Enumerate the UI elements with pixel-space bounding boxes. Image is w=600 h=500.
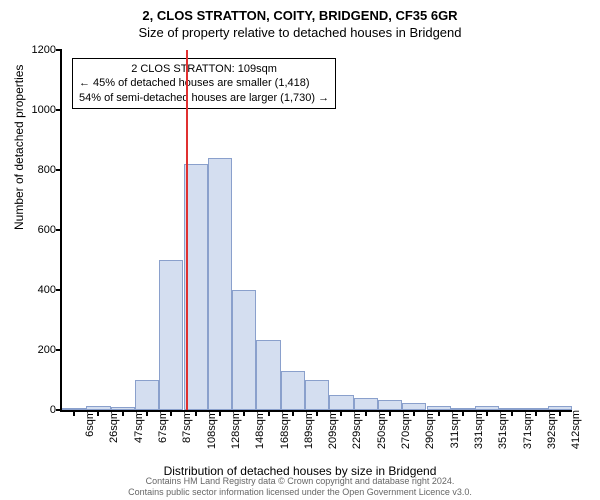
histogram-bar bbox=[159, 260, 183, 410]
y-tick-mark bbox=[56, 109, 62, 111]
y-tick-mark bbox=[56, 169, 62, 171]
x-tick-label: 331sqm bbox=[467, 410, 485, 449]
x-tick-mark bbox=[438, 410, 440, 416]
x-tick-mark bbox=[146, 410, 148, 416]
x-tick-label: 311sqm bbox=[443, 410, 461, 448]
footer-line2: Contains public sector information licen… bbox=[0, 487, 600, 498]
x-tick-mark bbox=[486, 410, 488, 416]
x-tick-mark bbox=[389, 410, 391, 416]
y-tick-mark bbox=[56, 49, 62, 51]
x-tick-mark bbox=[219, 410, 221, 416]
histogram-bar bbox=[402, 403, 426, 411]
footer-text: Contains HM Land Registry data © Crown c… bbox=[0, 476, 600, 498]
histogram-bar bbox=[354, 398, 378, 410]
histogram-bar bbox=[256, 340, 280, 411]
x-tick-mark bbox=[535, 410, 537, 416]
y-axis-label: Number of detached properties bbox=[12, 65, 26, 230]
histogram-bar bbox=[329, 395, 353, 410]
x-tick-label: 351sqm bbox=[491, 410, 509, 449]
x-tick-label: 290sqm bbox=[418, 410, 436, 449]
histogram-bar bbox=[135, 380, 159, 410]
histogram-bar bbox=[305, 380, 329, 410]
x-tick-mark bbox=[365, 410, 367, 416]
x-tick-mark bbox=[243, 410, 245, 416]
x-tick-mark bbox=[462, 410, 464, 416]
x-tick-mark bbox=[511, 410, 513, 416]
x-tick-label: 47sqm bbox=[127, 410, 145, 443]
x-tick-mark bbox=[316, 410, 318, 416]
x-tick-label: 108sqm bbox=[200, 410, 218, 449]
histogram-bar bbox=[281, 371, 305, 410]
plot-area: 2 CLOS STRATTON: 109sqm ← 45% of detache… bbox=[60, 50, 572, 412]
x-tick-mark bbox=[195, 410, 197, 416]
x-tick-label: 6sqm bbox=[78, 410, 96, 437]
x-tick-label: 229sqm bbox=[345, 410, 363, 449]
x-tick-mark bbox=[292, 410, 294, 416]
x-tick-label: 250sqm bbox=[370, 410, 388, 449]
x-tick-label: 128sqm bbox=[224, 410, 242, 449]
x-tick-mark bbox=[170, 410, 172, 416]
x-tick-label: 26sqm bbox=[102, 410, 120, 443]
reference-line bbox=[186, 50, 188, 410]
y-tick-mark bbox=[56, 289, 62, 291]
histogram-bar bbox=[232, 290, 256, 410]
y-tick-mark bbox=[56, 349, 62, 351]
x-tick-mark bbox=[413, 410, 415, 416]
histogram-bar bbox=[378, 400, 402, 411]
x-tick-label: 67sqm bbox=[151, 410, 169, 443]
x-tick-label: 87sqm bbox=[175, 410, 193, 443]
chart-title-main: 2, CLOS STRATTON, COITY, BRIDGEND, CF35 … bbox=[0, 0, 600, 23]
y-tick-mark bbox=[56, 229, 62, 231]
x-tick-mark bbox=[268, 410, 270, 416]
x-tick-label: 270sqm bbox=[394, 410, 412, 449]
x-tick-label: 209sqm bbox=[321, 410, 339, 449]
x-tick-label: 412sqm bbox=[564, 410, 582, 449]
annotation-box: 2 CLOS STRATTON: 109sqm ← 45% of detache… bbox=[72, 58, 336, 109]
x-tick-mark bbox=[97, 410, 99, 416]
annotation-line3: 54% of semi-detached houses are larger (… bbox=[79, 91, 329, 105]
x-tick-mark bbox=[73, 410, 75, 416]
annotation-line1: 2 CLOS STRATTON: 109sqm bbox=[79, 62, 329, 76]
x-tick-label: 371sqm bbox=[516, 410, 534, 449]
x-tick-label: 168sqm bbox=[273, 410, 291, 449]
x-tick-label: 189sqm bbox=[297, 410, 315, 449]
x-tick-label: 148sqm bbox=[248, 410, 266, 449]
histogram-bar bbox=[208, 158, 232, 410]
x-tick-mark bbox=[340, 410, 342, 416]
footer-line1: Contains HM Land Registry data © Crown c… bbox=[0, 476, 600, 487]
x-tick-label: 392sqm bbox=[540, 410, 558, 449]
chart-title-sub: Size of property relative to detached ho… bbox=[0, 23, 600, 40]
annotation-line2: ← 45% of detached houses are smaller (1,… bbox=[79, 76, 329, 90]
x-tick-mark bbox=[559, 410, 561, 416]
x-tick-mark bbox=[122, 410, 124, 416]
chart-container: 2, CLOS STRATTON, COITY, BRIDGEND, CF35 … bbox=[0, 0, 600, 500]
